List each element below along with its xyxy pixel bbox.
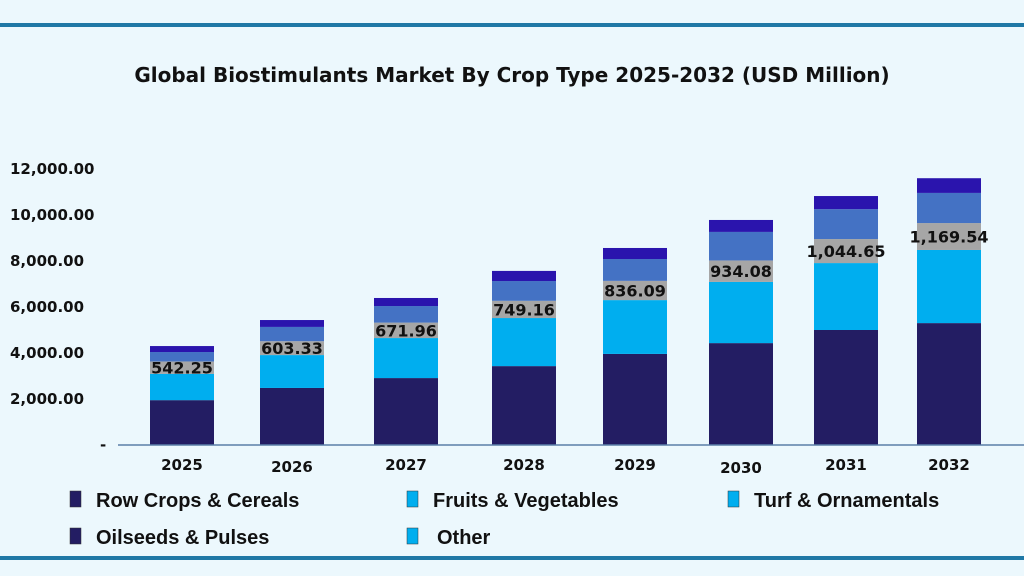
bar-segment xyxy=(374,338,438,379)
bar-segment xyxy=(709,231,773,261)
bar-segment xyxy=(492,366,556,445)
y-tick-label: 8,000.00 xyxy=(10,252,84,270)
bar-segment xyxy=(709,343,773,445)
legend-swatch xyxy=(406,490,419,508)
legend-label: Oilseeds & Pulses xyxy=(96,527,269,549)
x-tick-label: 2032 xyxy=(928,456,970,474)
legend-swatch xyxy=(69,490,82,508)
bar-segment xyxy=(917,178,981,193)
bar-segment xyxy=(709,281,773,344)
legend-label: Row Crops & Cereals xyxy=(96,490,299,512)
bar-segment xyxy=(150,346,214,353)
x-tick-label: 2029 xyxy=(614,456,656,474)
bar-segment xyxy=(374,297,438,307)
legend-label: Other xyxy=(437,527,491,549)
x-tick-label: 2030 xyxy=(720,459,762,477)
bar-segment xyxy=(709,260,773,282)
y-tick-label: 2,000.00 xyxy=(10,390,84,408)
y-tick-label: - xyxy=(100,436,106,454)
data-label: 836.09 xyxy=(604,281,666,300)
bar-segment xyxy=(150,400,214,445)
bar-segment xyxy=(814,196,878,210)
bar-segment xyxy=(917,223,981,250)
bar-segment xyxy=(150,352,214,362)
y-tick-label: 6,000.00 xyxy=(10,298,84,316)
x-tick-label: 2025 xyxy=(161,456,203,474)
bar-segment xyxy=(603,353,667,445)
bar-segment xyxy=(814,239,878,264)
bar-segment xyxy=(374,378,438,445)
bar-segment xyxy=(814,330,878,445)
legend-swatch xyxy=(406,527,419,545)
bar-segment xyxy=(260,341,324,356)
bar-segment xyxy=(603,259,667,281)
bar-segment xyxy=(260,387,324,445)
chart-title: Global Biostimulants Market By Crop Type… xyxy=(134,63,889,87)
bar-segment xyxy=(260,355,324,388)
x-tick-label: 2026 xyxy=(271,458,313,476)
data-label: 1,169.54 xyxy=(910,228,989,247)
y-tick-label: 4,000.00 xyxy=(10,344,84,362)
bar-segment xyxy=(260,320,324,327)
legend-label: Fruits & Vegetables xyxy=(433,490,619,512)
bar-segment xyxy=(603,247,667,260)
bar-segment xyxy=(814,209,878,240)
bar-segment xyxy=(814,263,878,330)
bar-segment xyxy=(492,270,556,282)
bar-segment xyxy=(917,249,981,324)
bar-segment xyxy=(150,361,214,374)
bar-segment xyxy=(709,219,773,232)
bar-segment xyxy=(917,323,981,445)
data-label: 934.08 xyxy=(710,262,772,281)
x-tick-label: 2028 xyxy=(503,456,545,474)
data-label: 749.16 xyxy=(493,300,555,319)
bar-segment xyxy=(492,318,556,367)
bar-segment xyxy=(492,281,556,301)
data-label: 603.33 xyxy=(261,339,323,358)
x-tick-label: 2027 xyxy=(385,456,427,474)
legend-swatch xyxy=(69,527,82,545)
data-label: 542.25 xyxy=(151,359,213,378)
y-tick-label: 10,000.00 xyxy=(10,206,94,224)
bar-segment xyxy=(603,280,667,301)
bar-segment xyxy=(603,300,667,354)
legend-swatch xyxy=(727,490,740,508)
data-label: 1,044.65 xyxy=(807,242,886,261)
bar-segment xyxy=(374,306,438,323)
data-label: 671.96 xyxy=(375,321,437,340)
y-tick-label: 12,000.00 xyxy=(10,160,94,178)
bar-segment xyxy=(492,300,556,319)
bar-segment xyxy=(374,322,438,339)
legend-label: Turf & Ornamentals xyxy=(754,490,939,512)
bar-segment xyxy=(260,326,324,342)
x-tick-label: 2031 xyxy=(825,456,867,474)
bar-segment xyxy=(917,192,981,224)
bar-segment xyxy=(150,373,214,401)
